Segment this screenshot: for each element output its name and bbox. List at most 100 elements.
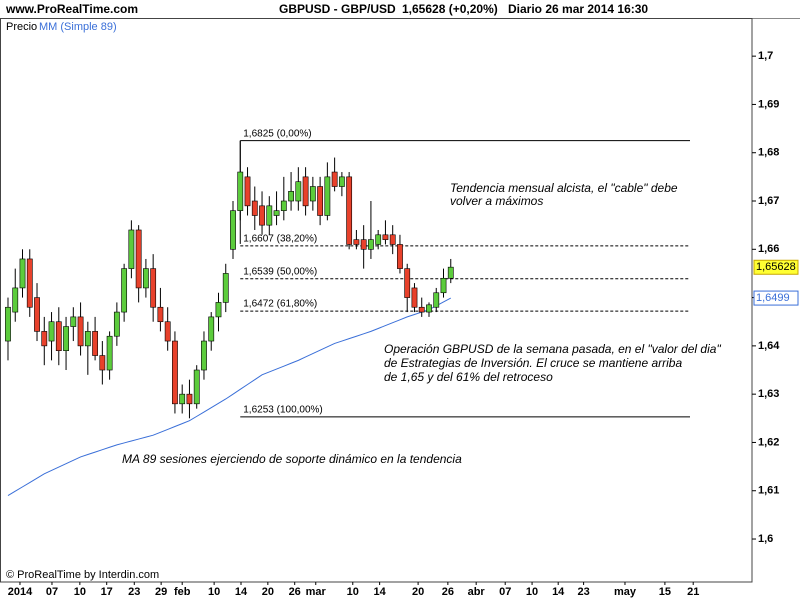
candle-body [433,292,440,308]
annotation: Tendencia mensual alcista, el "cable" de… [450,181,678,195]
fib-label: 1,6472 (61,80%) [243,299,317,310]
fib-label: 1,6607 (38,20%) [243,234,317,245]
x-tick-label: 23 [577,586,589,598]
annotation: MA 89 sesiones ejerciendo de soporte din… [122,452,462,466]
candle-body [164,321,171,342]
y-tick-label: 1,63 [758,388,779,400]
price-tag [753,290,799,306]
candle-body [150,268,157,308]
candle-body [411,287,418,308]
x-tick-label: 20 [262,586,274,598]
candle-body [186,393,193,405]
period: Diario 26 mar 2014 16:30 [508,2,648,16]
x-tick-label: 10 [347,586,359,598]
x-tick-label: feb [174,586,191,598]
price-tag-label: 1,65628 [756,261,796,273]
candle-body [26,258,33,308]
x-tick-label: 23 [128,586,140,598]
x-tick-label: 10 [208,586,220,598]
candle-body [208,316,215,342]
x-tick-label: 10 [526,586,538,598]
candle-body [230,210,236,250]
candle-body [338,176,345,187]
y-tick-label: 1,61 [758,485,779,497]
y-tick-label: 1,64 [758,340,780,352]
annotation: de Estrategias de Inversión. El cruce se… [384,356,682,370]
x-tick-label: 21 [687,586,699,598]
candle-body [309,186,316,202]
candle-body [302,176,309,207]
x-tick-label: 17 [101,586,113,598]
x-tick-label: mar [306,586,327,598]
candle-body [389,234,396,245]
candle-body [273,210,280,216]
annotation: volver a máximos [450,194,543,208]
candle-body [353,239,360,245]
candle-body [135,229,142,289]
y-tick-label: 1,66 [758,243,779,255]
x-tick-label: 20 [412,586,424,598]
candle-body [55,321,62,352]
candle-body [331,171,338,187]
candle-body [244,176,251,207]
x-tick-label: 14 [552,586,565,598]
candle-body [48,321,55,342]
x-tick-label: 15 [659,586,671,598]
candle-body [317,186,324,216]
candle-body [179,393,186,405]
candle-body [142,268,149,289]
y-tick-label: 1,69 [758,98,779,110]
x-tick-label: 26 [289,586,301,598]
candle-body [5,306,11,342]
candle-body [128,229,135,269]
x-tick-label: 14 [374,586,387,598]
candle-body [19,258,26,289]
candle-body [397,244,403,269]
footer: © ProRealTime by Interdin.com [6,569,159,581]
annotation: Operación GBPUSD de la semana pasada, en… [384,342,721,356]
moving-average [7,297,451,496]
candle-body [41,331,48,347]
candle-body [222,273,229,303]
x-tick-label: 14 [235,586,248,598]
candle-body [70,316,77,327]
candle-body [84,331,91,347]
candle-body [92,331,98,356]
fib-label: 1,6539 (50,00%) [243,266,317,277]
candle-body [106,335,113,371]
candle-body [193,369,200,405]
candle-body [447,266,454,279]
fib-label: 1,6253 (100,00%) [243,404,323,415]
x-tick-label: abr [468,586,486,598]
candle-body [157,306,164,323]
candle-body [215,302,222,318]
y-tick-label: 1,6 [758,533,773,545]
x-tick-label: 29 [155,586,167,598]
legend-ma: MM (Simple 89) [39,21,117,33]
legend-price: Precio [6,21,37,33]
x-tick-label: 10 [74,586,86,598]
candle-body [12,287,19,313]
x-tick-label: 2014 [8,586,33,598]
quote: 1,65628 (+0,20%) [402,2,498,16]
y-tick-label: 1,7 [758,50,773,62]
candle-body [172,340,178,405]
candle-body [77,316,84,347]
candle-body [121,268,128,313]
annotation: de 1,65 y del 61% del retroceso [384,370,553,384]
site: www.ProRealTime.com [5,2,138,16]
candle-body [324,176,331,216]
candle-body [368,239,374,250]
candle-body [440,277,447,294]
candle-body [295,181,302,202]
candle-body [113,311,120,337]
fib-label: 1,6825 (0,00%) [243,128,311,139]
candle-body [404,268,411,298]
candle-body [259,205,265,226]
price-tag [753,259,799,275]
price-tag-label: 1,6499 [756,292,790,304]
x-tick-label: 07 [46,586,58,598]
candle-body [288,191,294,202]
candle-body [63,326,69,352]
